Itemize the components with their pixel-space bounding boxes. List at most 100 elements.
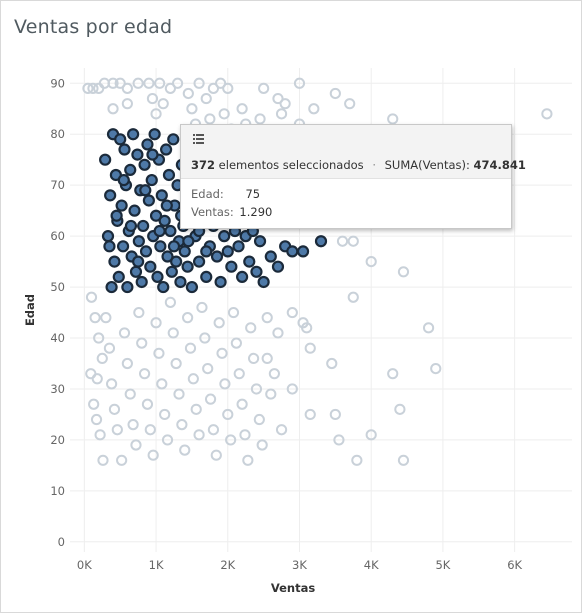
selected-point[interactable] [121, 280, 134, 294]
unselected-point[interactable] [133, 306, 145, 319]
unselected-point[interactable] [344, 98, 356, 110]
selected-point[interactable] [182, 235, 195, 248]
selected-point[interactable] [221, 245, 234, 258]
unselected-point[interactable] [159, 408, 171, 421]
unselected-point[interactable] [253, 413, 265, 426]
unselected-point[interactable] [213, 317, 225, 329]
selected-point[interactable] [271, 260, 285, 273]
selected-point[interactable] [116, 240, 130, 253]
unselected-point[interactable] [136, 337, 148, 349]
unselected-point[interactable] [114, 77, 126, 89]
unselected-point[interactable] [422, 322, 435, 334]
selected-point[interactable] [250, 265, 263, 278]
unselected-point[interactable] [182, 87, 194, 100]
selected-point[interactable] [103, 240, 116, 253]
unselected-point[interactable] [256, 439, 268, 451]
unselected-point[interactable] [200, 92, 212, 105]
selected-point[interactable] [129, 265, 143, 278]
selected-point[interactable] [159, 143, 173, 156]
unselected-point[interactable] [97, 454, 109, 466]
selected-point[interactable] [124, 163, 137, 176]
unselected-point[interactable] [245, 322, 257, 334]
unselected-point[interactable] [333, 434, 345, 446]
selected-point[interactable] [128, 204, 141, 217]
selected-point[interactable] [154, 240, 167, 253]
selected-point[interactable] [115, 199, 128, 212]
unselected-point[interactable] [326, 357, 338, 370]
selected-point[interactable] [117, 173, 130, 187]
selected-point[interactable] [185, 280, 199, 294]
unselected-point[interactable] [176, 419, 188, 431]
selected-point[interactable] [101, 230, 115, 243]
unselected-point[interactable] [351, 454, 363, 466]
unselected-point[interactable] [96, 352, 108, 364]
selected-point[interactable] [142, 194, 155, 207]
unselected-point[interactable] [103, 342, 116, 354]
selected-point[interactable] [153, 224, 166, 238]
unselected-point[interactable] [394, 403, 406, 415]
selected-point[interactable] [232, 240, 245, 253]
selected-point[interactable] [141, 138, 154, 151]
unselected-point[interactable] [87, 82, 99, 94]
unselected-point[interactable] [170, 357, 182, 370]
unselected-point[interactable] [301, 322, 313, 334]
selected-point[interactable] [144, 260, 157, 273]
selected-point[interactable] [161, 250, 174, 263]
selected-point[interactable] [167, 240, 181, 253]
unselected-point[interactable] [215, 77, 227, 89]
selected-point[interactable] [225, 260, 238, 273]
unselected-point[interactable] [186, 103, 198, 115]
unselected-point[interactable] [286, 383, 298, 395]
unselected-point[interactable] [121, 82, 133, 94]
unselected-point[interactable] [216, 347, 228, 359]
unselected-point[interactable] [118, 327, 131, 339]
unselected-point[interactable] [108, 403, 121, 415]
unselected-point[interactable] [365, 256, 377, 268]
unselected-point[interactable] [187, 373, 199, 385]
selected-point[interactable] [118, 143, 131, 156]
selection-tooltip[interactable]: 372 elementos seleccionados · SUMA(Venta… [180, 124, 526, 229]
selected-point[interactable] [210, 250, 224, 263]
unselected-point[interactable] [164, 82, 176, 94]
unselected-point[interactable] [93, 82, 105, 94]
unselected-point[interactable] [233, 368, 245, 380]
unselected-point[interactable] [179, 444, 191, 456]
unselected-point[interactable] [304, 408, 316, 421]
unselected-point[interactable] [182, 312, 194, 324]
unselected-point[interactable] [207, 424, 220, 436]
unselected-point[interactable] [329, 408, 341, 421]
unselected-point[interactable] [541, 108, 553, 120]
unselected-point[interactable] [247, 352, 260, 364]
selected-point[interactable] [314, 235, 328, 248]
unselected-point[interactable] [275, 108, 288, 120]
selected-point[interactable] [138, 158, 151, 171]
unselected-point[interactable] [202, 362, 214, 375]
unselected-point[interactable] [293, 77, 306, 89]
selected-point[interactable] [131, 148, 144, 161]
unselected-point[interactable] [204, 393, 217, 405]
selected-point[interactable] [253, 235, 267, 248]
unselected-point[interactable] [167, 327, 179, 339]
unselected-point[interactable] [210, 449, 222, 461]
unselected-point[interactable] [147, 449, 159, 461]
unselected-point[interactable] [275, 424, 288, 436]
selected-point[interactable] [160, 199, 173, 212]
selected-point[interactable] [124, 219, 138, 233]
unselected-point[interactable] [85, 291, 98, 303]
selected-point[interactable] [146, 148, 159, 161]
unselected-point[interactable] [89, 312, 101, 324]
unselected-point[interactable] [150, 108, 162, 120]
unselected-point[interactable] [261, 312, 273, 324]
selected-point[interactable] [236, 270, 249, 283]
unselected-point[interactable] [227, 306, 240, 319]
unselected-point[interactable] [85, 368, 97, 380]
unselected-point[interactable] [138, 368, 151, 380]
unselected-point[interactable] [222, 82, 234, 94]
unselected-point[interactable] [199, 332, 211, 344]
unselected-point[interactable] [430, 362, 442, 375]
unselected-point[interactable] [230, 337, 242, 349]
unselected-point[interactable] [164, 296, 176, 308]
selected-point[interactable] [139, 184, 152, 197]
unselected-point[interactable] [150, 317, 162, 329]
